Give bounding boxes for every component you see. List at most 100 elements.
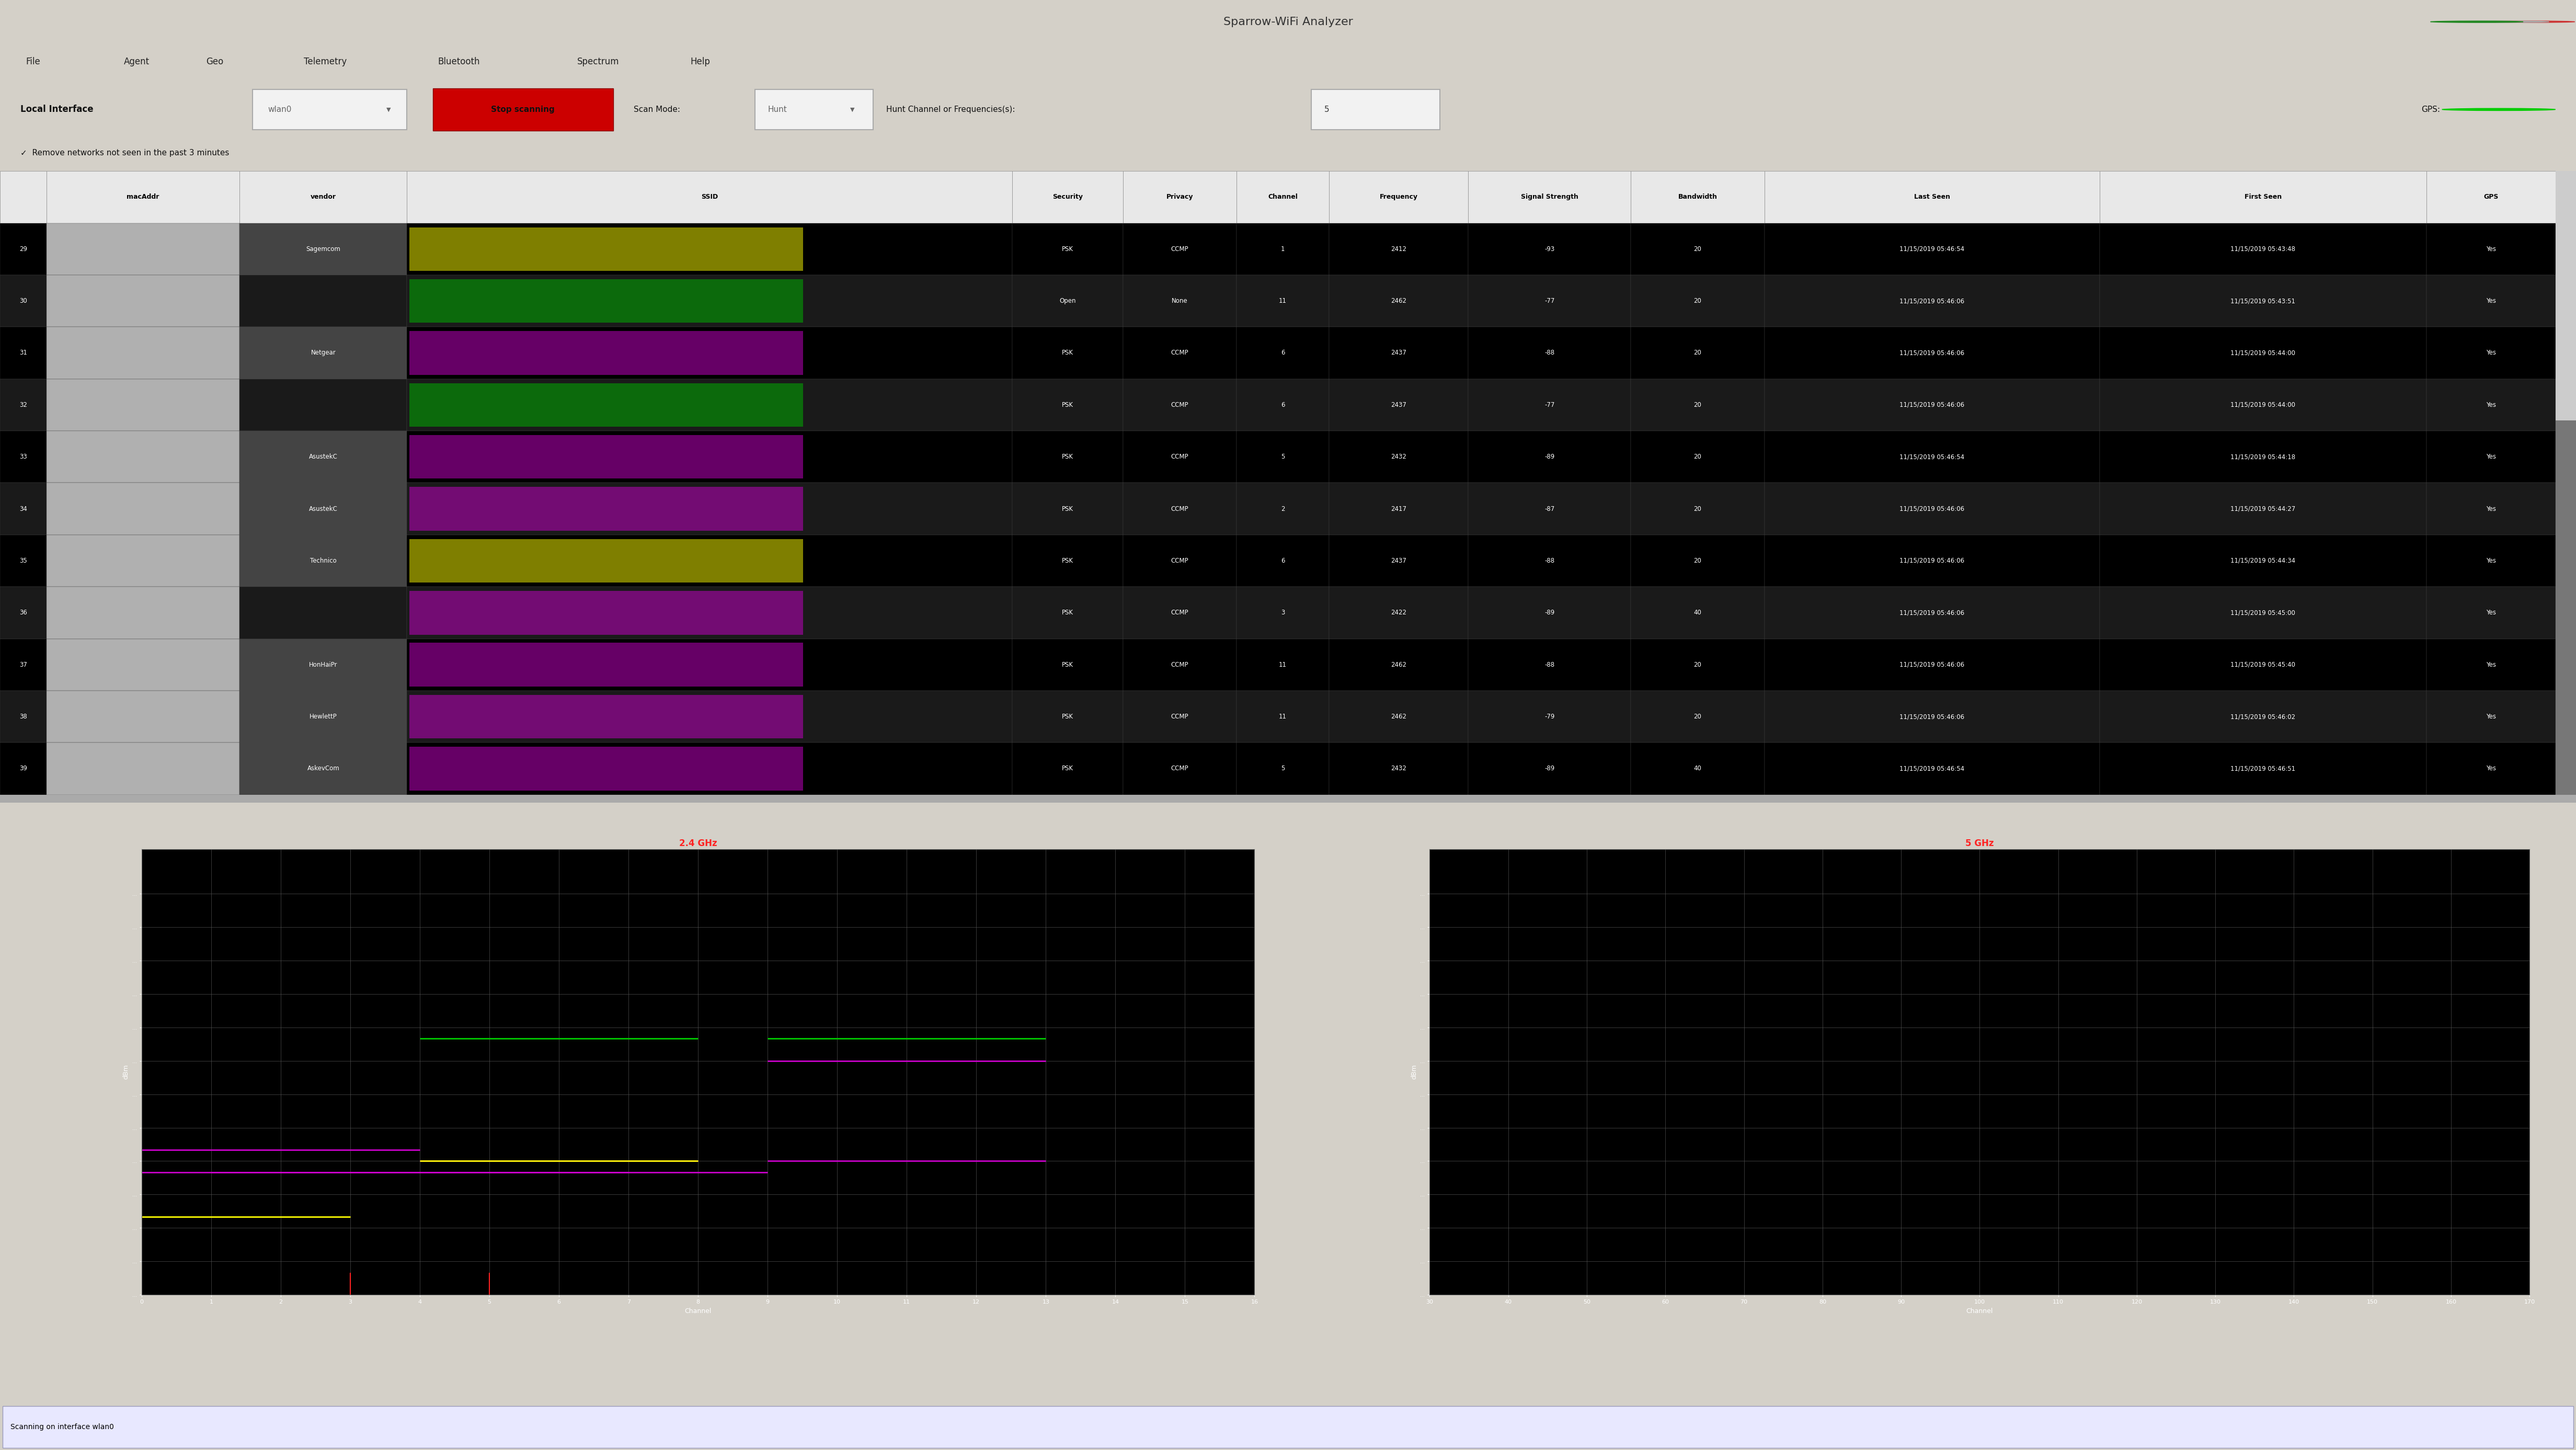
- Text: CCMP: CCMP: [1172, 609, 1188, 616]
- Text: SSID: SSID: [701, 194, 719, 200]
- Text: CCMP: CCMP: [1172, 454, 1188, 460]
- Bar: [407, 742, 1012, 795]
- Text: 5: 5: [1324, 106, 1329, 113]
- Bar: [240, 639, 407, 690]
- Bar: [407, 483, 1012, 535]
- Text: Channel: Channel: [1267, 194, 1298, 200]
- Bar: [410, 642, 804, 686]
- Bar: [407, 378, 1012, 431]
- Text: Hunt: Hunt: [768, 106, 786, 113]
- Bar: [0, 328, 46, 378]
- Text: 6: 6: [1280, 557, 1285, 564]
- Text: 11/15/2019 05:46:06: 11/15/2019 05:46:06: [1899, 506, 1965, 512]
- Bar: [1236, 378, 1329, 431]
- Bar: [410, 435, 804, 479]
- Text: 40: 40: [1692, 766, 1703, 771]
- Text: 39: 39: [18, 766, 28, 771]
- Bar: [1468, 276, 1631, 328]
- Bar: [0, 431, 46, 483]
- Bar: [1123, 535, 1236, 587]
- Bar: [2555, 690, 2576, 742]
- Text: Spectrum: Spectrum: [577, 57, 618, 67]
- Text: AsustekC: AsustekC: [309, 506, 337, 512]
- Text: Netgear: Netgear: [312, 349, 335, 357]
- Bar: [240, 276, 407, 328]
- Bar: [1123, 431, 1236, 483]
- Bar: [1123, 483, 1236, 535]
- Bar: [46, 483, 240, 535]
- Bar: [1631, 276, 1765, 328]
- Bar: [240, 378, 407, 431]
- Bar: [1123, 171, 1236, 223]
- Text: 40: 40: [1692, 609, 1703, 616]
- Text: -88: -88: [1546, 557, 1553, 564]
- Text: PSK: PSK: [1061, 402, 1074, 409]
- Text: Sagemcom: Sagemcom: [307, 245, 340, 252]
- Bar: [1236, 483, 1329, 535]
- Bar: [1631, 742, 1765, 795]
- Bar: [1765, 378, 2099, 431]
- Text: 5: 5: [1280, 454, 1285, 460]
- Bar: [2427, 690, 2555, 742]
- Bar: [2427, 639, 2555, 690]
- Text: 2422: 2422: [1391, 609, 1406, 616]
- Text: 2432: 2432: [1391, 766, 1406, 771]
- Circle shape: [2458, 20, 2548, 23]
- Text: 30: 30: [21, 297, 26, 304]
- Bar: [407, 276, 1012, 328]
- Text: -88: -88: [1546, 349, 1553, 357]
- FancyBboxPatch shape: [252, 90, 407, 130]
- Bar: [1468, 483, 1631, 535]
- Bar: [1123, 378, 1236, 431]
- Text: Yes: Yes: [2486, 454, 2496, 460]
- Bar: [1012, 378, 1123, 431]
- Text: PSK: PSK: [1061, 557, 1074, 564]
- Bar: [46, 328, 240, 378]
- Text: 1: 1: [1280, 245, 1285, 252]
- Text: CCMP: CCMP: [1172, 661, 1188, 668]
- Bar: [1329, 276, 1468, 328]
- Text: Scanning on interface wlan0: Scanning on interface wlan0: [10, 1422, 113, 1431]
- Bar: [1631, 378, 1765, 431]
- Bar: [1123, 328, 1236, 378]
- Bar: [1631, 690, 1765, 742]
- Bar: [1631, 483, 1765, 535]
- Bar: [2427, 587, 2555, 639]
- Bar: [2099, 276, 2427, 328]
- Text: Yes: Yes: [2486, 713, 2496, 721]
- Text: 11/15/2019 05:46:02: 11/15/2019 05:46:02: [2231, 713, 2295, 721]
- Text: Yes: Yes: [2486, 661, 2496, 668]
- Bar: [1012, 483, 1123, 535]
- Bar: [410, 539, 804, 583]
- Bar: [2555, 431, 2576, 483]
- Text: -88: -88: [1546, 661, 1553, 668]
- Text: -89: -89: [1546, 609, 1553, 616]
- Bar: [46, 171, 240, 223]
- Bar: [407, 535, 1012, 587]
- Text: 11/15/2019 05:46:06: 11/15/2019 05:46:06: [1899, 557, 1965, 564]
- Text: Yes: Yes: [2486, 245, 2496, 252]
- Bar: [1468, 587, 1631, 639]
- Bar: [240, 431, 407, 483]
- Text: CCMP: CCMP: [1172, 713, 1188, 721]
- Bar: [240, 483, 407, 535]
- Bar: [1631, 171, 1765, 223]
- Text: 11/15/2019 05:46:06: 11/15/2019 05:46:06: [1899, 349, 1965, 357]
- Bar: [2427, 223, 2555, 276]
- Text: CCMP: CCMP: [1172, 245, 1188, 252]
- Circle shape: [2442, 109, 2555, 110]
- Bar: [1012, 587, 1123, 639]
- Bar: [1236, 535, 1329, 587]
- Title: 5 GHz: 5 GHz: [1965, 838, 1994, 848]
- Text: -89: -89: [1546, 454, 1553, 460]
- Bar: [240, 223, 407, 276]
- Text: 2462: 2462: [1391, 661, 1406, 668]
- Bar: [1236, 328, 1329, 378]
- Bar: [240, 690, 407, 742]
- Text: 11/15/2019 05:44:34: 11/15/2019 05:44:34: [2231, 557, 2295, 564]
- Bar: [0, 483, 46, 535]
- Bar: [2555, 276, 2576, 328]
- Text: Open: Open: [1059, 297, 1077, 304]
- Bar: [0, 639, 46, 690]
- Text: 2462: 2462: [1391, 713, 1406, 721]
